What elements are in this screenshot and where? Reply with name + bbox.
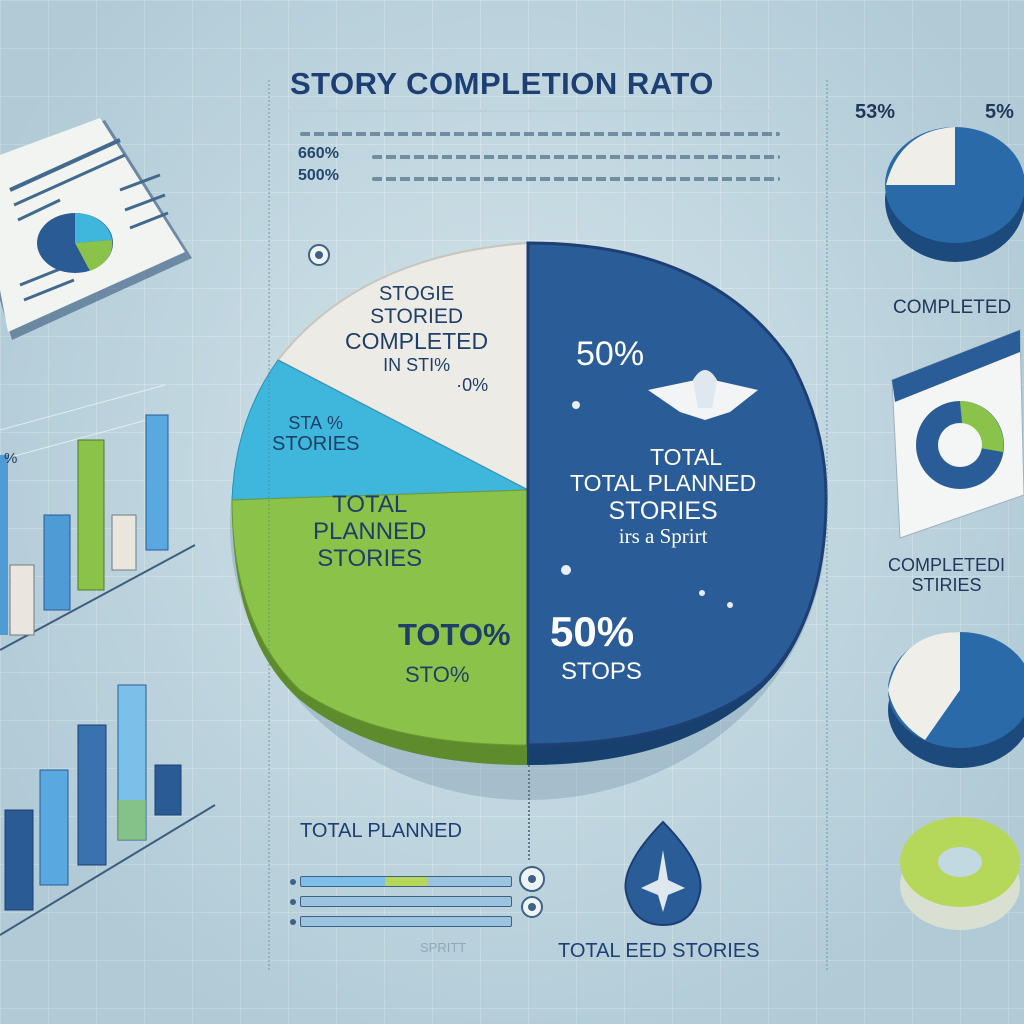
title-divider (285, 110, 783, 112)
wedge-cyan (231, 359, 530, 501)
completed-stories-line: STIRIES (911, 575, 982, 596)
wedge-cyan-line: STA % (288, 413, 344, 433)
main-pie-chart (230, 241, 828, 800)
guide-line (268, 80, 270, 970)
total-planned-label: TOTAL PLANNED (300, 820, 462, 842)
connector-line (528, 765, 530, 860)
wedge-green-line: STORIES (317, 544, 423, 572)
bar-chart-upper-icon (0, 384, 196, 651)
wedge-blue-line: STORIES (608, 496, 718, 525)
wedge-completed-line: STORIED (370, 305, 464, 329)
completed-stories-label: COMPLETEDI STIRIES (888, 555, 1005, 595)
wedge-blue (526, 241, 828, 747)
progress-bar (300, 896, 512, 907)
mini-pie-percent-left: 53% (855, 101, 896, 123)
marker-dot (308, 244, 330, 266)
left-chart-percent-label: % (4, 450, 18, 467)
legend-number: 660% (298, 145, 339, 162)
completed-label: COMPLETED (893, 297, 1012, 318)
document-with-pie-icon (0, 118, 192, 340)
wedge-blue-line: TOTAL PLANNED (570, 469, 757, 496)
wedge-green (231, 489, 529, 746)
bar-bullet (290, 879, 296, 885)
wedge-green-line: PLANNED (313, 517, 427, 545)
wedge-blue-percent-bottom: 50% (550, 608, 635, 655)
mini-pie-middle-icon (888, 632, 1024, 768)
wedge-cyan-line: STORIES (272, 433, 360, 456)
progress-bar (300, 916, 512, 927)
total-stories-label: TOTAL EED STORIES (558, 940, 760, 962)
mini-pie-percent-right: 5% (985, 101, 1014, 123)
marker-circle (521, 896, 543, 918)
bar-chart-lower-icon (0, 684, 216, 936)
document-donut-icon (891, 329, 1024, 539)
wedge-completed-line: ·0% (456, 374, 489, 395)
wedge-blue-line: TOTAL (650, 444, 722, 470)
page-title: STORY COMPLETION RATO (290, 66, 714, 101)
mini-pie-top-icon (885, 127, 1024, 262)
wedge-completed-line: IN STI% (383, 354, 451, 375)
wedge-cyan-label: STA % STORIES (272, 413, 359, 456)
legend-line (372, 177, 780, 181)
wedge-completed-label: STOGIE STORIED COMPLETED IN STI% ·0% (345, 283, 488, 395)
bar-bullet (290, 899, 296, 905)
legend-number: 500% (298, 167, 339, 184)
progress-bar (300, 876, 512, 887)
wedge-green-sub: STO% (405, 662, 470, 687)
completed-stories-line: COMPLETEDI (888, 555, 1006, 575)
sprint-label: SPRITT (420, 940, 467, 955)
wedge-completed-line: COMPLETED (345, 327, 489, 354)
legend-line (372, 155, 780, 159)
wedge-green-percent: TOTO% (398, 617, 511, 652)
legend-line (300, 132, 780, 136)
wedge-completed (276, 241, 529, 492)
drop-icon (624, 820, 702, 927)
wedge-completed-line: STOGIE (378, 283, 455, 305)
marker-circle (519, 866, 545, 892)
wedge-blue-label: TOTAL TOTAL PLANNED STORIES irs a Sprirt (570, 444, 757, 548)
wedge-blue-line: irs a Sprirt (618, 523, 708, 548)
guide-line (826, 80, 828, 970)
wedge-green-label: TOTAL PLANNED STORIES (313, 491, 427, 573)
wedge-blue-percent-top: 50% (576, 335, 645, 373)
donut-bottom-icon (900, 817, 1020, 930)
wedge-green-line: TOTAL (332, 491, 408, 518)
bar-bullet (290, 919, 296, 925)
wedge-blue-sub: STOPS (561, 658, 642, 685)
